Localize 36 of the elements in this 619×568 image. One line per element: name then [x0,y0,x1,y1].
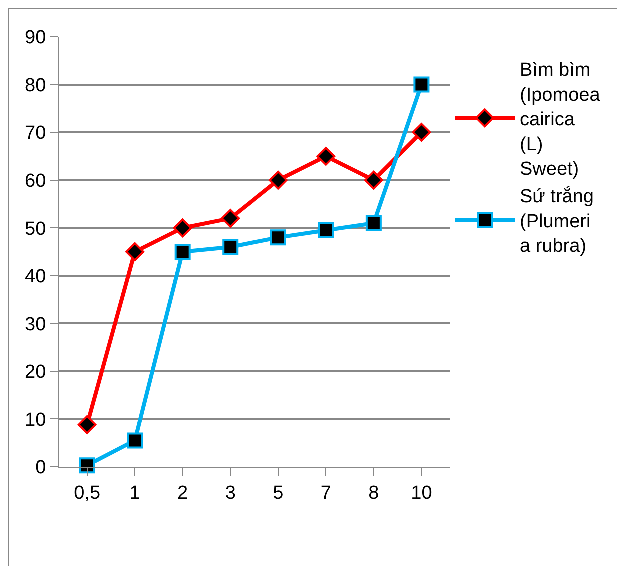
point [78,416,97,434]
y-tick-label: 70 [25,123,46,144]
point [316,146,336,166]
x-tick-label: 8 [368,482,380,504]
x-tick-label: 5 [273,482,284,504]
y-tick-label: 60 [25,170,46,192]
point [364,170,384,190]
point [318,222,334,238]
x-tick-label: 1 [130,482,140,504]
y-tick-label: 50 [25,218,46,240]
y-tick-label: 0 [36,458,46,479]
x-tick-label: 3 [225,482,236,504]
point [174,244,191,260]
point [127,432,144,449]
y-tick-label: 80 [25,75,46,96]
y-tick-label: 30 [25,314,46,336]
point [126,242,145,262]
x-tick-label: 10 [411,482,432,504]
point [222,239,239,256]
point [412,123,432,142]
y-tick-label: 20 [25,362,46,384]
y-tick-label: 10 [25,410,46,431]
point [79,458,96,474]
point [414,76,430,93]
y-tick-label: 40 [25,266,46,288]
point [221,209,240,228]
point [173,218,192,238]
x-tick-label: 2 [178,482,188,504]
point [270,230,286,246]
legend-label: Bìm bìm (Ipomoea cairica (L) Sweet) [520,60,601,180]
point [268,170,288,190]
x-tick-label: 7 [320,482,332,504]
point [366,215,382,232]
x-tick-label: 0,5 [74,482,101,504]
y-tick-label: 90 [25,28,46,49]
legend-label: Sứ trắng (Plumeria rubra) [520,186,594,258]
